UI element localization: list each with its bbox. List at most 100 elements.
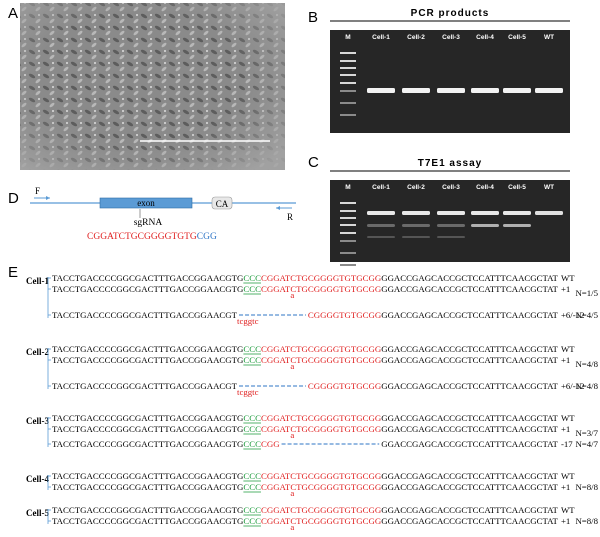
lane-label: M bbox=[345, 34, 350, 41]
sequence-plain: TACCTGACCCCGGCGACTTTGACCGGAACGTG bbox=[52, 471, 244, 481]
panel-label: B bbox=[308, 9, 318, 26]
genotype: WT bbox=[561, 413, 575, 423]
clone-count: N=8/8 bbox=[575, 482, 598, 492]
genotype: WT bbox=[561, 344, 575, 354]
ladder-band bbox=[340, 114, 356, 116]
insertion: a bbox=[290, 488, 294, 498]
sequence-target: CGGAT bbox=[261, 424, 291, 434]
band bbox=[535, 211, 563, 215]
insertion: tcggtc bbox=[237, 316, 259, 326]
exon-box bbox=[99, 197, 193, 209]
pam: CGG bbox=[197, 232, 217, 242]
arrow-head bbox=[46, 196, 50, 200]
panel-label: C bbox=[308, 154, 319, 171]
sequence-target: CGG bbox=[261, 439, 280, 449]
sequence-plain: GGACCGAGCACCGCTCCATTTCAACGCTAT bbox=[381, 413, 558, 423]
sequence-pam: CCC bbox=[243, 439, 261, 449]
band bbox=[367, 211, 395, 215]
lane-label: Cell-2 bbox=[407, 184, 425, 191]
sequence-plain: TACCTGACCCCGGCGACTTTGACCGGAACGTG bbox=[52, 273, 244, 283]
sequence-target: CTGCGGGGTGTGCGG bbox=[290, 516, 382, 526]
sequence-target: CGGAT bbox=[261, 355, 291, 365]
sequence-plain: GGACCGAGCACCGCTCCATTTCAACGCTAT bbox=[381, 505, 558, 515]
clone-count: N=3/7 bbox=[575, 428, 598, 438]
sequence-plain: GGACCGAGCACCGCTCCATTTCAACGCTAT bbox=[381, 471, 558, 481]
clone-count: N=4/5 bbox=[575, 310, 598, 320]
sequence-target: CGGATCTGCGGGGTGTGCGG bbox=[261, 505, 382, 515]
gel-image bbox=[330, 30, 570, 133]
sequence-plain: GGACCGAGCACCGCTCCATTTCAACGCTAT bbox=[381, 273, 558, 283]
lane-label: Cell-4 bbox=[476, 184, 494, 191]
cell-label: Cell-5 bbox=[26, 508, 49, 518]
sequence-plain: TACCTGACCCCGGCGACTTTGACCGGAACGT bbox=[52, 381, 238, 391]
exon-label: exon bbox=[137, 198, 155, 208]
clone-count: N=1/5 bbox=[575, 288, 598, 298]
sequence-plain: GGACCGAGCACCGCTCCATTTCAACGCTAT bbox=[381, 355, 558, 365]
sequence-target: CGGATCTGCGGGGTGTGCGG bbox=[261, 413, 382, 423]
ladder-band bbox=[340, 74, 356, 76]
insertion: tcggtc bbox=[237, 387, 259, 397]
sequence-plain: TACCTGACCCCGGCGACTTTGACCGGAACGTG bbox=[52, 516, 244, 526]
sequence-plain: GGACCGAGCACCGCTCCATTTCAACGCTAT bbox=[381, 344, 558, 354]
sequence-plain: TACCTGACCCCGGCGACTTTGACCGGAACGTG bbox=[52, 424, 244, 434]
genotype: +1 bbox=[561, 516, 570, 526]
ladder-band bbox=[340, 252, 356, 254]
genotype: +6/-12 bbox=[561, 310, 585, 320]
genotype: WT bbox=[561, 505, 575, 515]
lane-label: Cell-5 bbox=[508, 184, 526, 191]
ladder-band bbox=[340, 202, 356, 204]
band bbox=[437, 88, 465, 93]
band bbox=[471, 88, 499, 93]
target: CGGATCTGCGGGGTGTG bbox=[87, 232, 197, 242]
insertion: a bbox=[290, 361, 294, 371]
sequence-pam: CCC bbox=[243, 273, 261, 283]
band bbox=[437, 236, 465, 238]
sequence-target: CGGATCTGCGGGGTGTGCGG bbox=[261, 273, 382, 283]
cell-label: Cell-3 bbox=[26, 416, 49, 426]
lane-label: Cell-3 bbox=[442, 34, 460, 41]
sequence-plain: TACCTGACCCCGGCGACTTTGACCGGAACGTG bbox=[52, 505, 244, 515]
cell-label: Cell-1 bbox=[26, 276, 49, 286]
lane-label: Cell-4 bbox=[476, 34, 494, 41]
gel-image bbox=[330, 180, 570, 262]
genotype: +1 bbox=[561, 424, 570, 434]
sequence-pam: CCC bbox=[243, 413, 261, 423]
band bbox=[402, 236, 430, 238]
genotype: -17 bbox=[561, 439, 573, 449]
sequence-target: CTGCGGGGTGTGCGG bbox=[290, 482, 382, 492]
panel-label: A bbox=[8, 5, 18, 22]
ladder-band bbox=[340, 82, 356, 84]
insertion: a bbox=[290, 430, 294, 440]
gel-title: T7E1 assay bbox=[418, 158, 483, 169]
sequence-target: CGGGGTGTGCGG bbox=[308, 381, 382, 391]
lane-label: WT bbox=[544, 184, 554, 191]
sequence-plain: TACCTGACCCCGGCGACTTTGACCGGAACGT bbox=[52, 310, 238, 320]
band bbox=[437, 224, 465, 227]
ladder-band bbox=[340, 60, 356, 62]
band bbox=[471, 211, 499, 215]
genotype: +1 bbox=[561, 482, 570, 492]
lane-label: Cell-2 bbox=[407, 34, 425, 41]
sequence-plain: GGACCGAGCACCGCTCCATTTCAACGCTAT bbox=[381, 439, 558, 449]
panel-label: D bbox=[8, 190, 19, 207]
genotype: WT bbox=[561, 273, 575, 283]
sequence-pam: CCC bbox=[243, 344, 261, 354]
ca-label: CA bbox=[216, 199, 229, 209]
sequence-target: CTGCGGGGTGTGCGG bbox=[290, 355, 382, 365]
band bbox=[402, 224, 430, 227]
band bbox=[402, 211, 430, 215]
gene-diagram: F R exon CA sgRNA CGGATCTGCGGGGTGTGCGG bbox=[30, 186, 296, 242]
band bbox=[367, 236, 395, 238]
sequence-plain: GGACCGAGCACCGCTCCATTTCAACGCTAT bbox=[381, 482, 558, 492]
sequence-plain: GGACCGAGCACCGCTCCATTTCAACGCTAT bbox=[381, 284, 558, 294]
sgrna-sequence: CGGATCTGCGGGGTGTGCGG bbox=[87, 232, 217, 242]
ladder-band bbox=[340, 224, 356, 226]
primer-label: F bbox=[35, 186, 40, 196]
ladder-band bbox=[340, 217, 356, 219]
panel-label: E bbox=[8, 264, 18, 281]
sgrna-label: sgRNA bbox=[134, 218, 163, 228]
sequence-plain: TACCTGACCCCGGCGACTTTGACCGGAACGTG bbox=[52, 413, 244, 423]
band bbox=[503, 211, 531, 215]
ladder-band bbox=[340, 264, 356, 266]
